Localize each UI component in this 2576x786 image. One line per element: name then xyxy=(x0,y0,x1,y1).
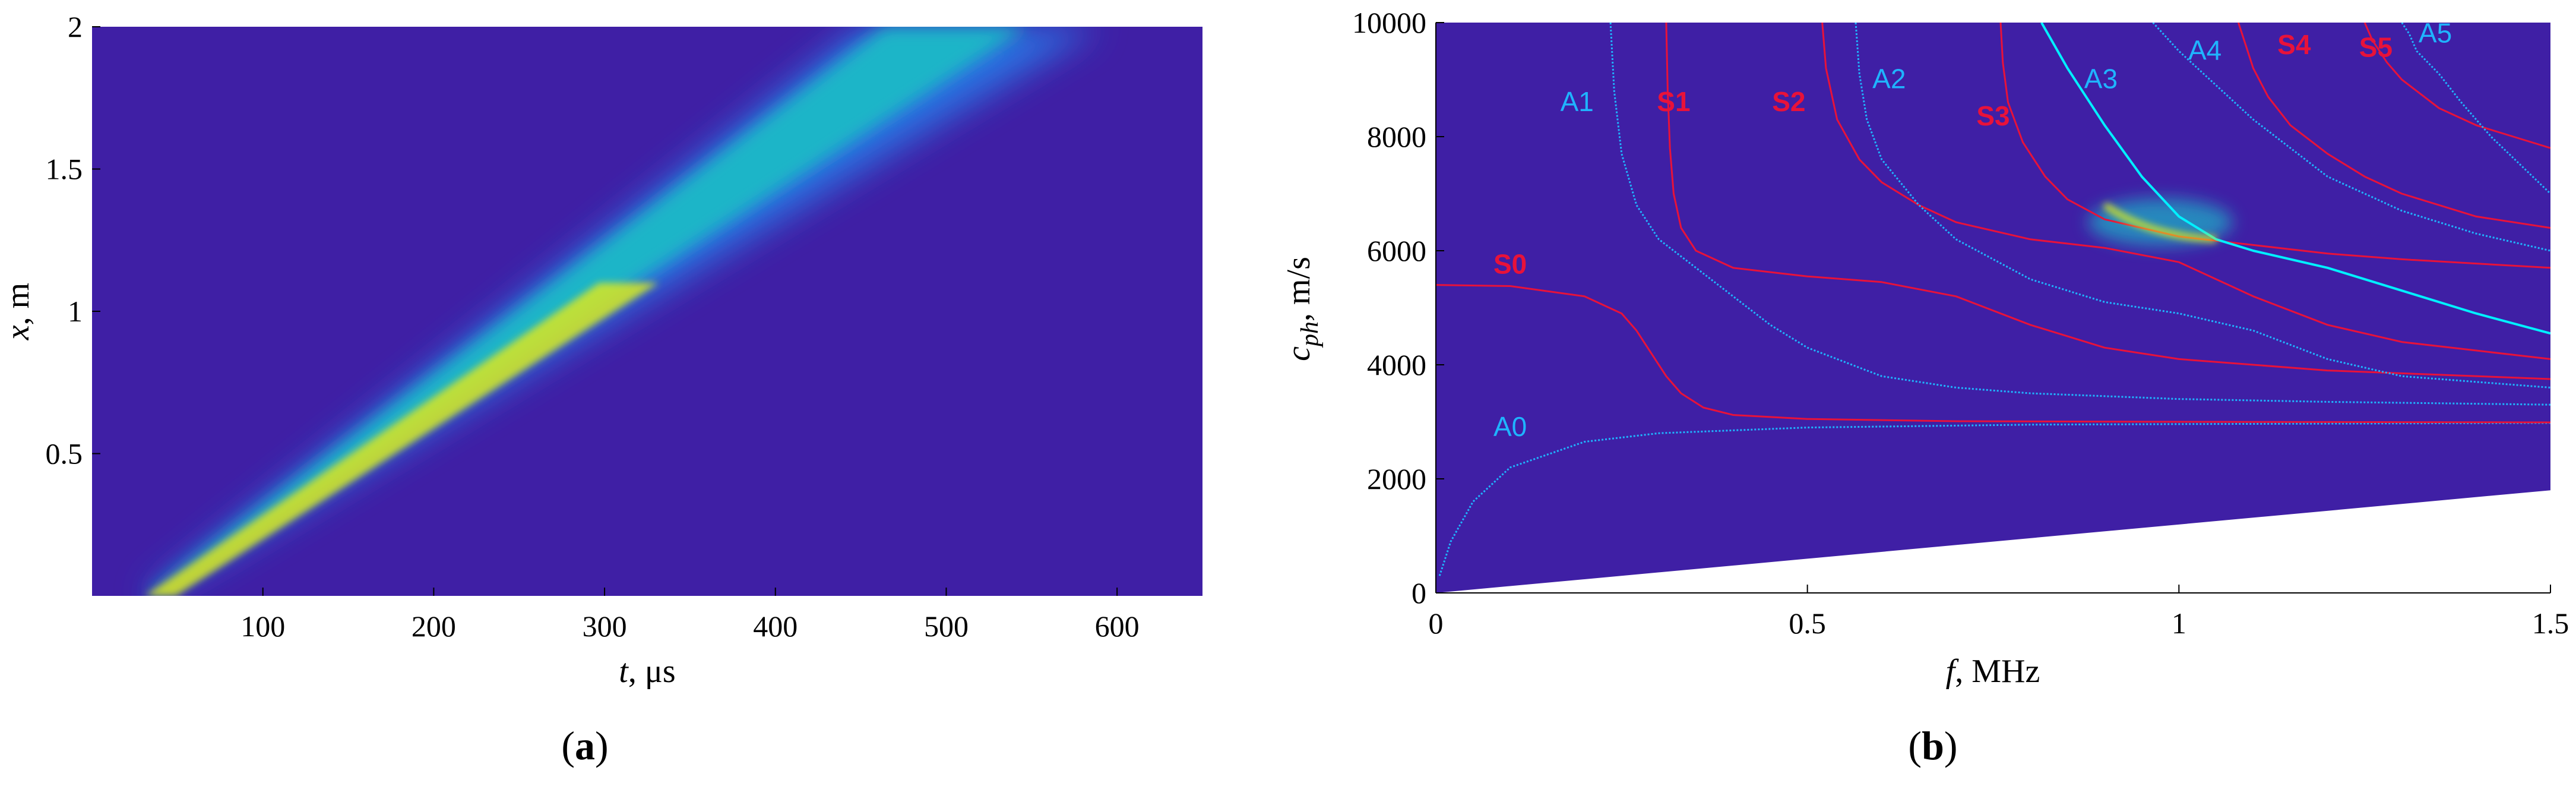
panel-b-ytick-label: 4000 xyxy=(1367,348,1426,381)
series-a1-label: A1 xyxy=(1561,86,1594,117)
series-s3-line xyxy=(1999,23,2550,269)
panel-b-ytick-label: 8000 xyxy=(1367,120,1426,153)
panel-b-hotspot-glow xyxy=(2088,198,2233,246)
panel-b-xtick-label: 0.5 xyxy=(1789,607,1826,640)
series-s2-line xyxy=(1821,23,2550,360)
panel-b-label: (b) xyxy=(1908,723,1957,768)
panel-b-plot-area xyxy=(1436,23,2550,593)
panel-b-xtick-label: 1.5 xyxy=(2532,607,2569,640)
series-s4-label: S4 xyxy=(2277,29,2311,60)
panel-b-xlabel: f, MHz xyxy=(1946,653,2040,690)
panel-a-xtick-label: 600 xyxy=(1095,610,1140,643)
panel-b-ylabel: cph, m/s xyxy=(1280,257,1324,361)
panel-a-ytick-label: 1 xyxy=(68,295,83,328)
panel-a-heatmap xyxy=(143,27,1100,596)
panel-b-mode-labels: A0 A1 S1 S2 A2 S3 A3 A4 S4 S5 A5 S0 xyxy=(1493,18,2452,442)
series-a4-label: A4 xyxy=(2188,34,2221,65)
panel-a-chart: 100 200 300 400 500 600 0.5 1 1.5 2 t, μs x, m (a… xyxy=(0,10,1202,768)
panel-b-ytick-label: 2000 xyxy=(1367,462,1426,495)
series-s3-label: S3 xyxy=(1976,100,2009,131)
panel-a-xtick-label: 200 xyxy=(412,610,456,643)
series-s5-label: S5 xyxy=(2359,32,2393,63)
panel-a-label: (a) xyxy=(561,723,608,768)
panel-b-xtick-label: 0 xyxy=(1429,607,1444,640)
series-s4-line xyxy=(2238,23,2550,229)
panel-b-ytick-label: 0 xyxy=(1412,576,1426,610)
series-s0-line xyxy=(1436,284,2550,424)
series-s1-label: S1 xyxy=(1657,86,1690,117)
panel-a-ticks: 100 200 300 400 500 600 0.5 1 1.5 2 xyxy=(46,10,1140,643)
series-a0-line xyxy=(1438,422,2550,576)
series-a3-label: A3 xyxy=(2084,63,2118,94)
series-a2-label: A2 xyxy=(1872,63,1906,94)
series-a5-label: A5 xyxy=(2419,18,2452,49)
series-s0-label: S0 xyxy=(1493,248,1527,279)
panel-a-ylabel: x, m xyxy=(0,283,36,340)
series-a0-label: A0 xyxy=(1493,411,1527,442)
panel-a-xtick-label: 400 xyxy=(753,610,798,643)
series-a4-line xyxy=(2152,23,2550,252)
panel-b-hotspot-core xyxy=(2103,203,2217,242)
panel-a-xlabel: t, μs xyxy=(619,653,675,690)
panel-a-xtick-label: 100 xyxy=(240,610,285,643)
panel-b-xtick-label: 1 xyxy=(2172,607,2186,640)
panel-a-ytick-label: 1.5 xyxy=(46,153,83,186)
series-s5-line xyxy=(2363,23,2550,149)
panel-a-ytick-label: 0.5 xyxy=(46,437,83,471)
series-a2-line xyxy=(1855,23,2550,389)
panel-a-ytick-label: 2 xyxy=(68,10,83,43)
panel-b-ticks: 0 0.5 1 1.5 0 2000 4000 6000 8000 10000 xyxy=(1352,6,2569,640)
panel-a-xtick-label: 300 xyxy=(583,610,627,643)
panel-b-ytick-label: 6000 xyxy=(1367,234,1426,267)
panel-a-xtick-label: 500 xyxy=(924,610,969,643)
series-s2-label: S2 xyxy=(1772,86,1805,117)
series-a1-line xyxy=(1609,23,2550,406)
panel-a-band-peak xyxy=(145,283,659,596)
panel-b-cutoff-region xyxy=(1436,490,2550,593)
panel-b-ytick-label: 10000 xyxy=(1352,6,1426,39)
series-s1-line xyxy=(1665,23,2550,380)
panel-b-plot-content xyxy=(1436,23,2550,593)
series-a5-line xyxy=(2401,23,2550,195)
